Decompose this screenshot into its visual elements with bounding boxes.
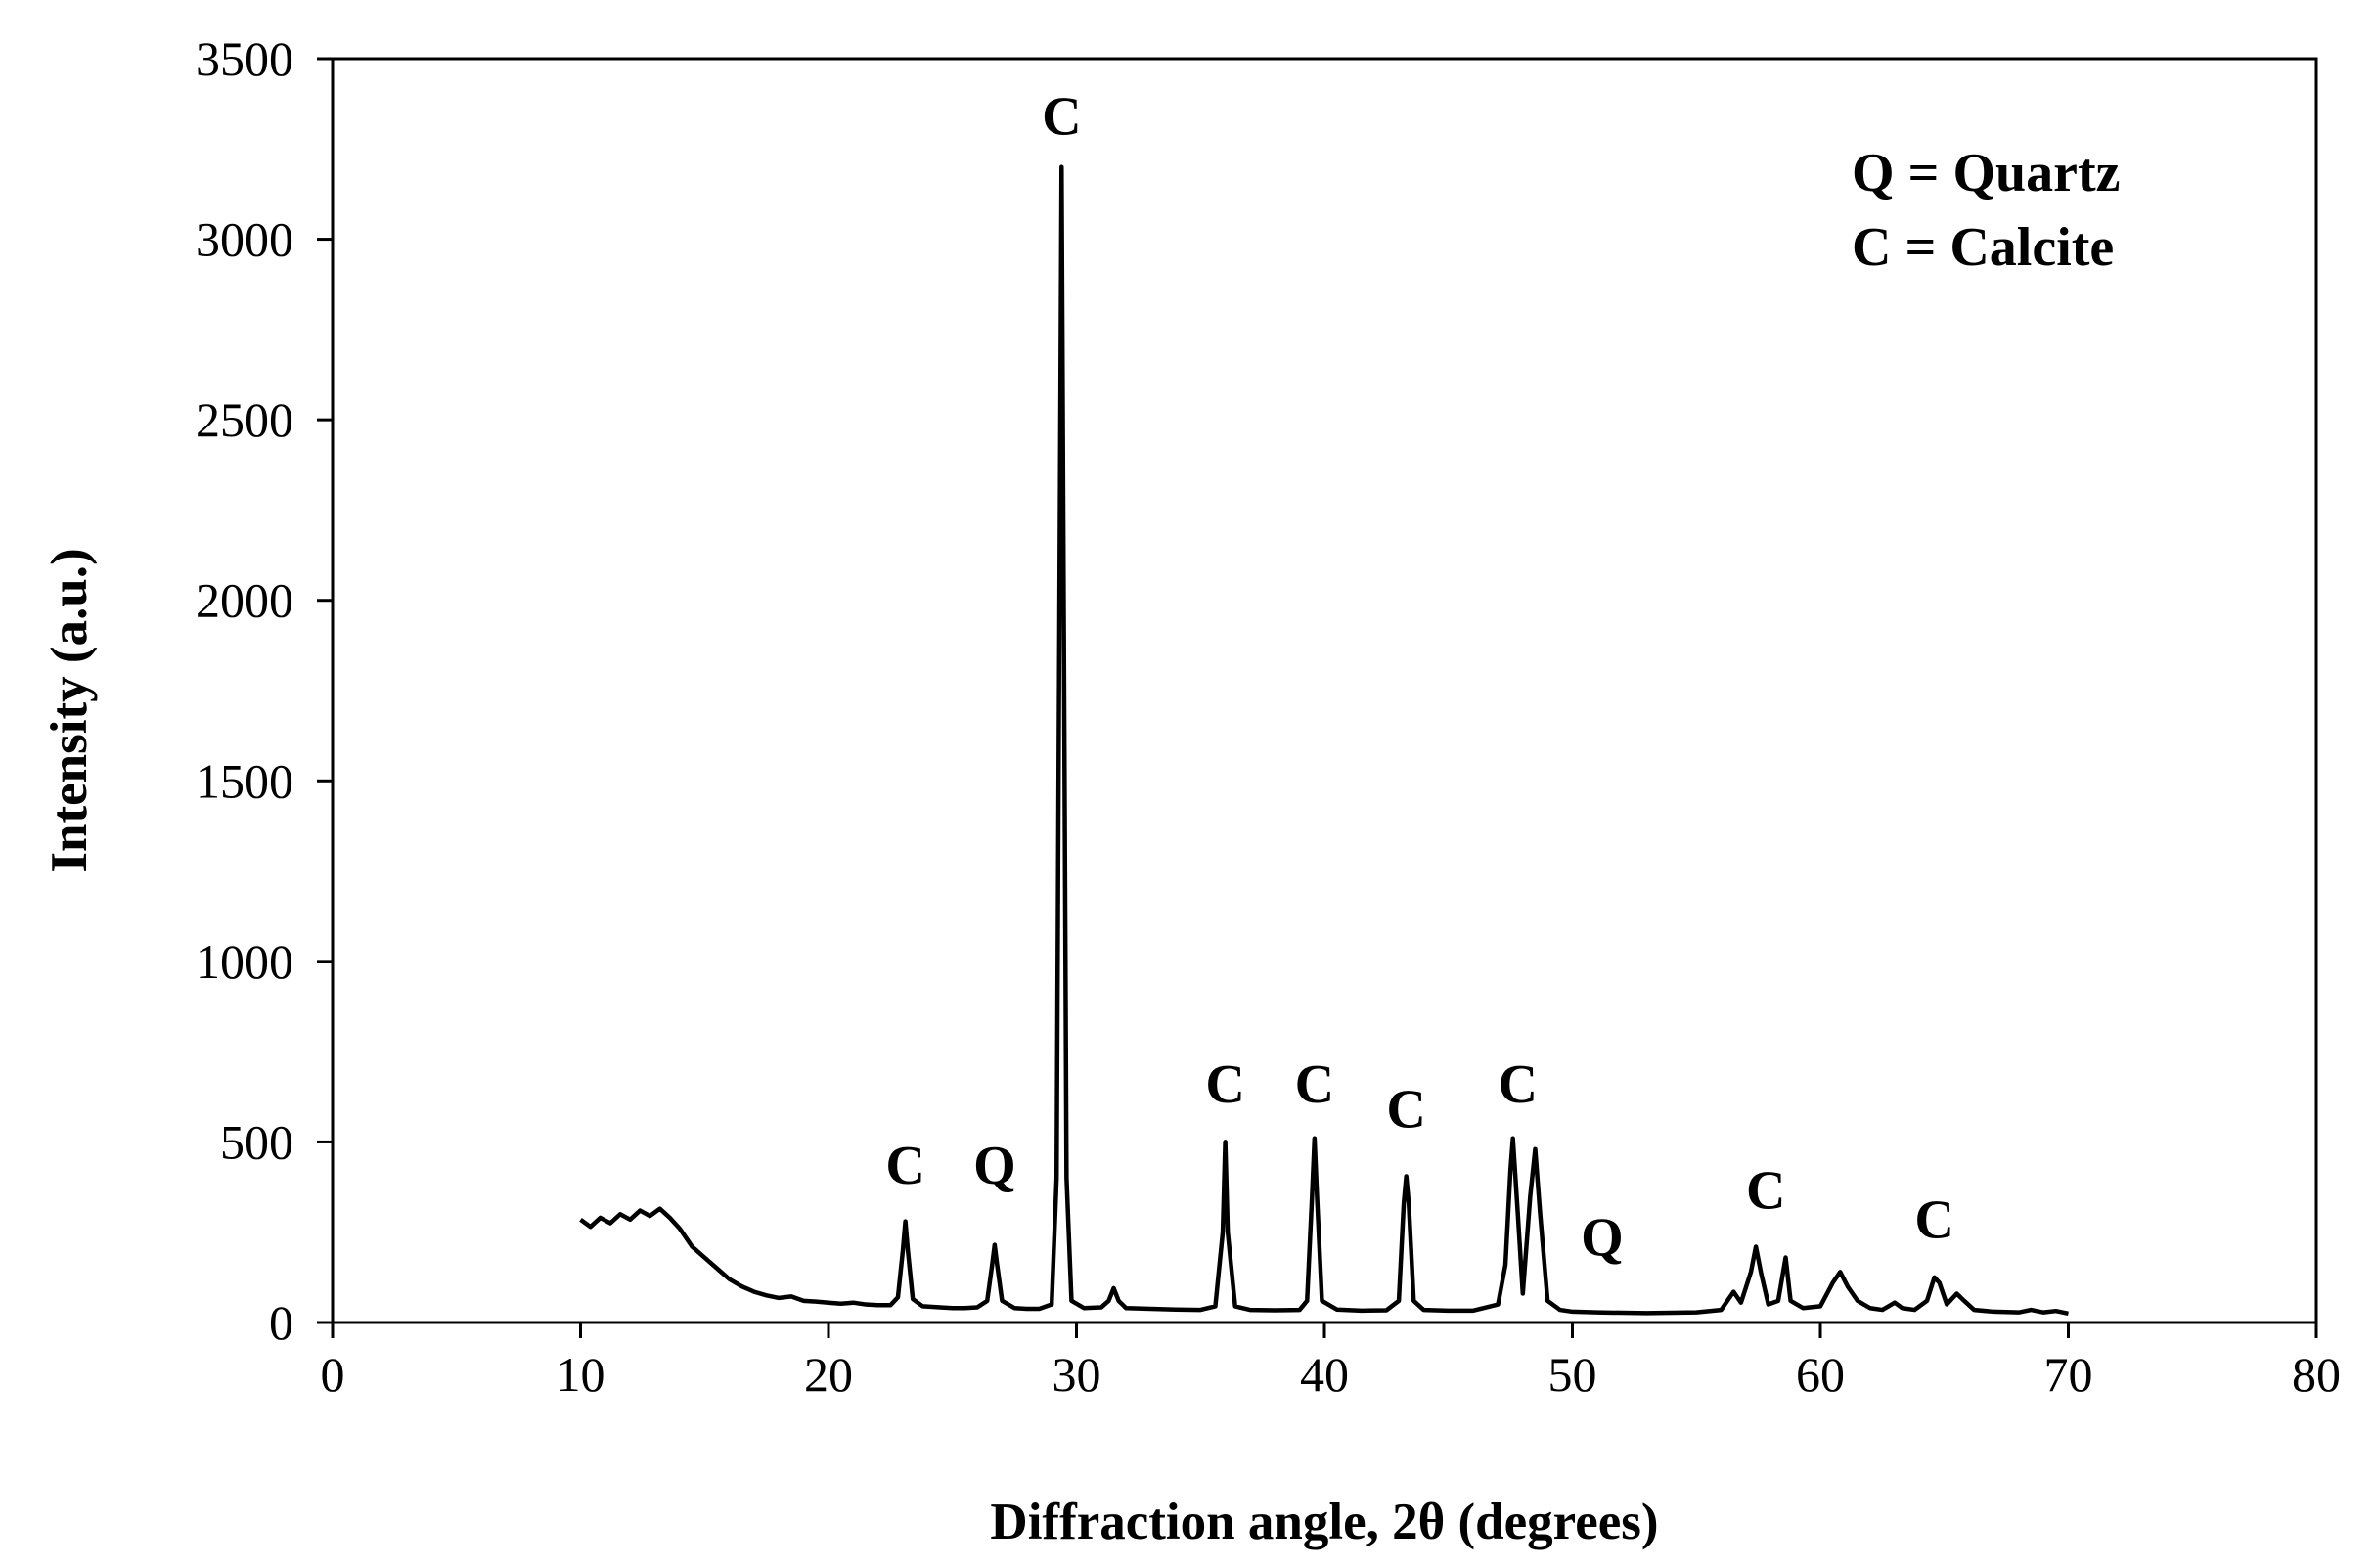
x-tick-label: 50 xyxy=(1548,1347,1597,1402)
peak-label: C xyxy=(885,1136,924,1196)
peak-label: C xyxy=(1205,1054,1244,1115)
y-tick-label: 3500 xyxy=(196,31,293,86)
legend-entry: Q = Quartz xyxy=(1852,143,2121,203)
x-axis-ticks: 0 10 20 30 40 50 60 70 80 xyxy=(321,1322,2341,1402)
x-axis-title: Diffraction angle, 2θ (degrees) xyxy=(990,1494,1658,1550)
x-tick-label: 20 xyxy=(804,1347,853,1402)
y-tick-label: 2000 xyxy=(196,573,293,628)
peak-label: C xyxy=(1042,87,1081,148)
peak-label: C xyxy=(1386,1080,1425,1141)
legend-entry: C = Calcite xyxy=(1852,217,2114,278)
y-tick-label: 0 xyxy=(269,1295,293,1350)
y-tick-label: 1000 xyxy=(196,934,293,989)
y-tick-label: 3000 xyxy=(196,212,293,267)
y-axis-ticks: 0 500 1000 1500 2000 2500 3000 3500 xyxy=(196,31,333,1350)
peak-label: Q xyxy=(1581,1208,1624,1269)
peak-label: C xyxy=(1295,1054,1334,1115)
x-tick-label: 10 xyxy=(557,1347,605,1402)
legend: Q = Quartz C = Calcite xyxy=(1852,143,2121,278)
plot-area-frame xyxy=(331,57,2318,1324)
peak-annotations: C QCC C C CQC C xyxy=(885,87,1953,1269)
peak-label: C xyxy=(1499,1054,1538,1115)
x-tick-label: 30 xyxy=(1053,1347,1101,1402)
y-tick-label: 2500 xyxy=(196,392,293,447)
x-tick-label: 40 xyxy=(1300,1347,1349,1402)
x-tick-label: 0 xyxy=(321,1347,345,1402)
peak-label: Q xyxy=(973,1136,1016,1196)
x-tick-label: 80 xyxy=(2292,1347,2341,1402)
series-line xyxy=(579,164,2069,1316)
peak-label: C xyxy=(1746,1161,1785,1222)
y-tick-label: 1500 xyxy=(196,753,293,808)
x-tick-label: 60 xyxy=(1796,1347,1845,1402)
y-axis-title: Intensity (a.u.) xyxy=(41,548,98,872)
y-tick-label: 500 xyxy=(220,1114,293,1169)
x-tick-label: 70 xyxy=(2044,1347,2093,1402)
peak-label: C xyxy=(1914,1189,1953,1250)
